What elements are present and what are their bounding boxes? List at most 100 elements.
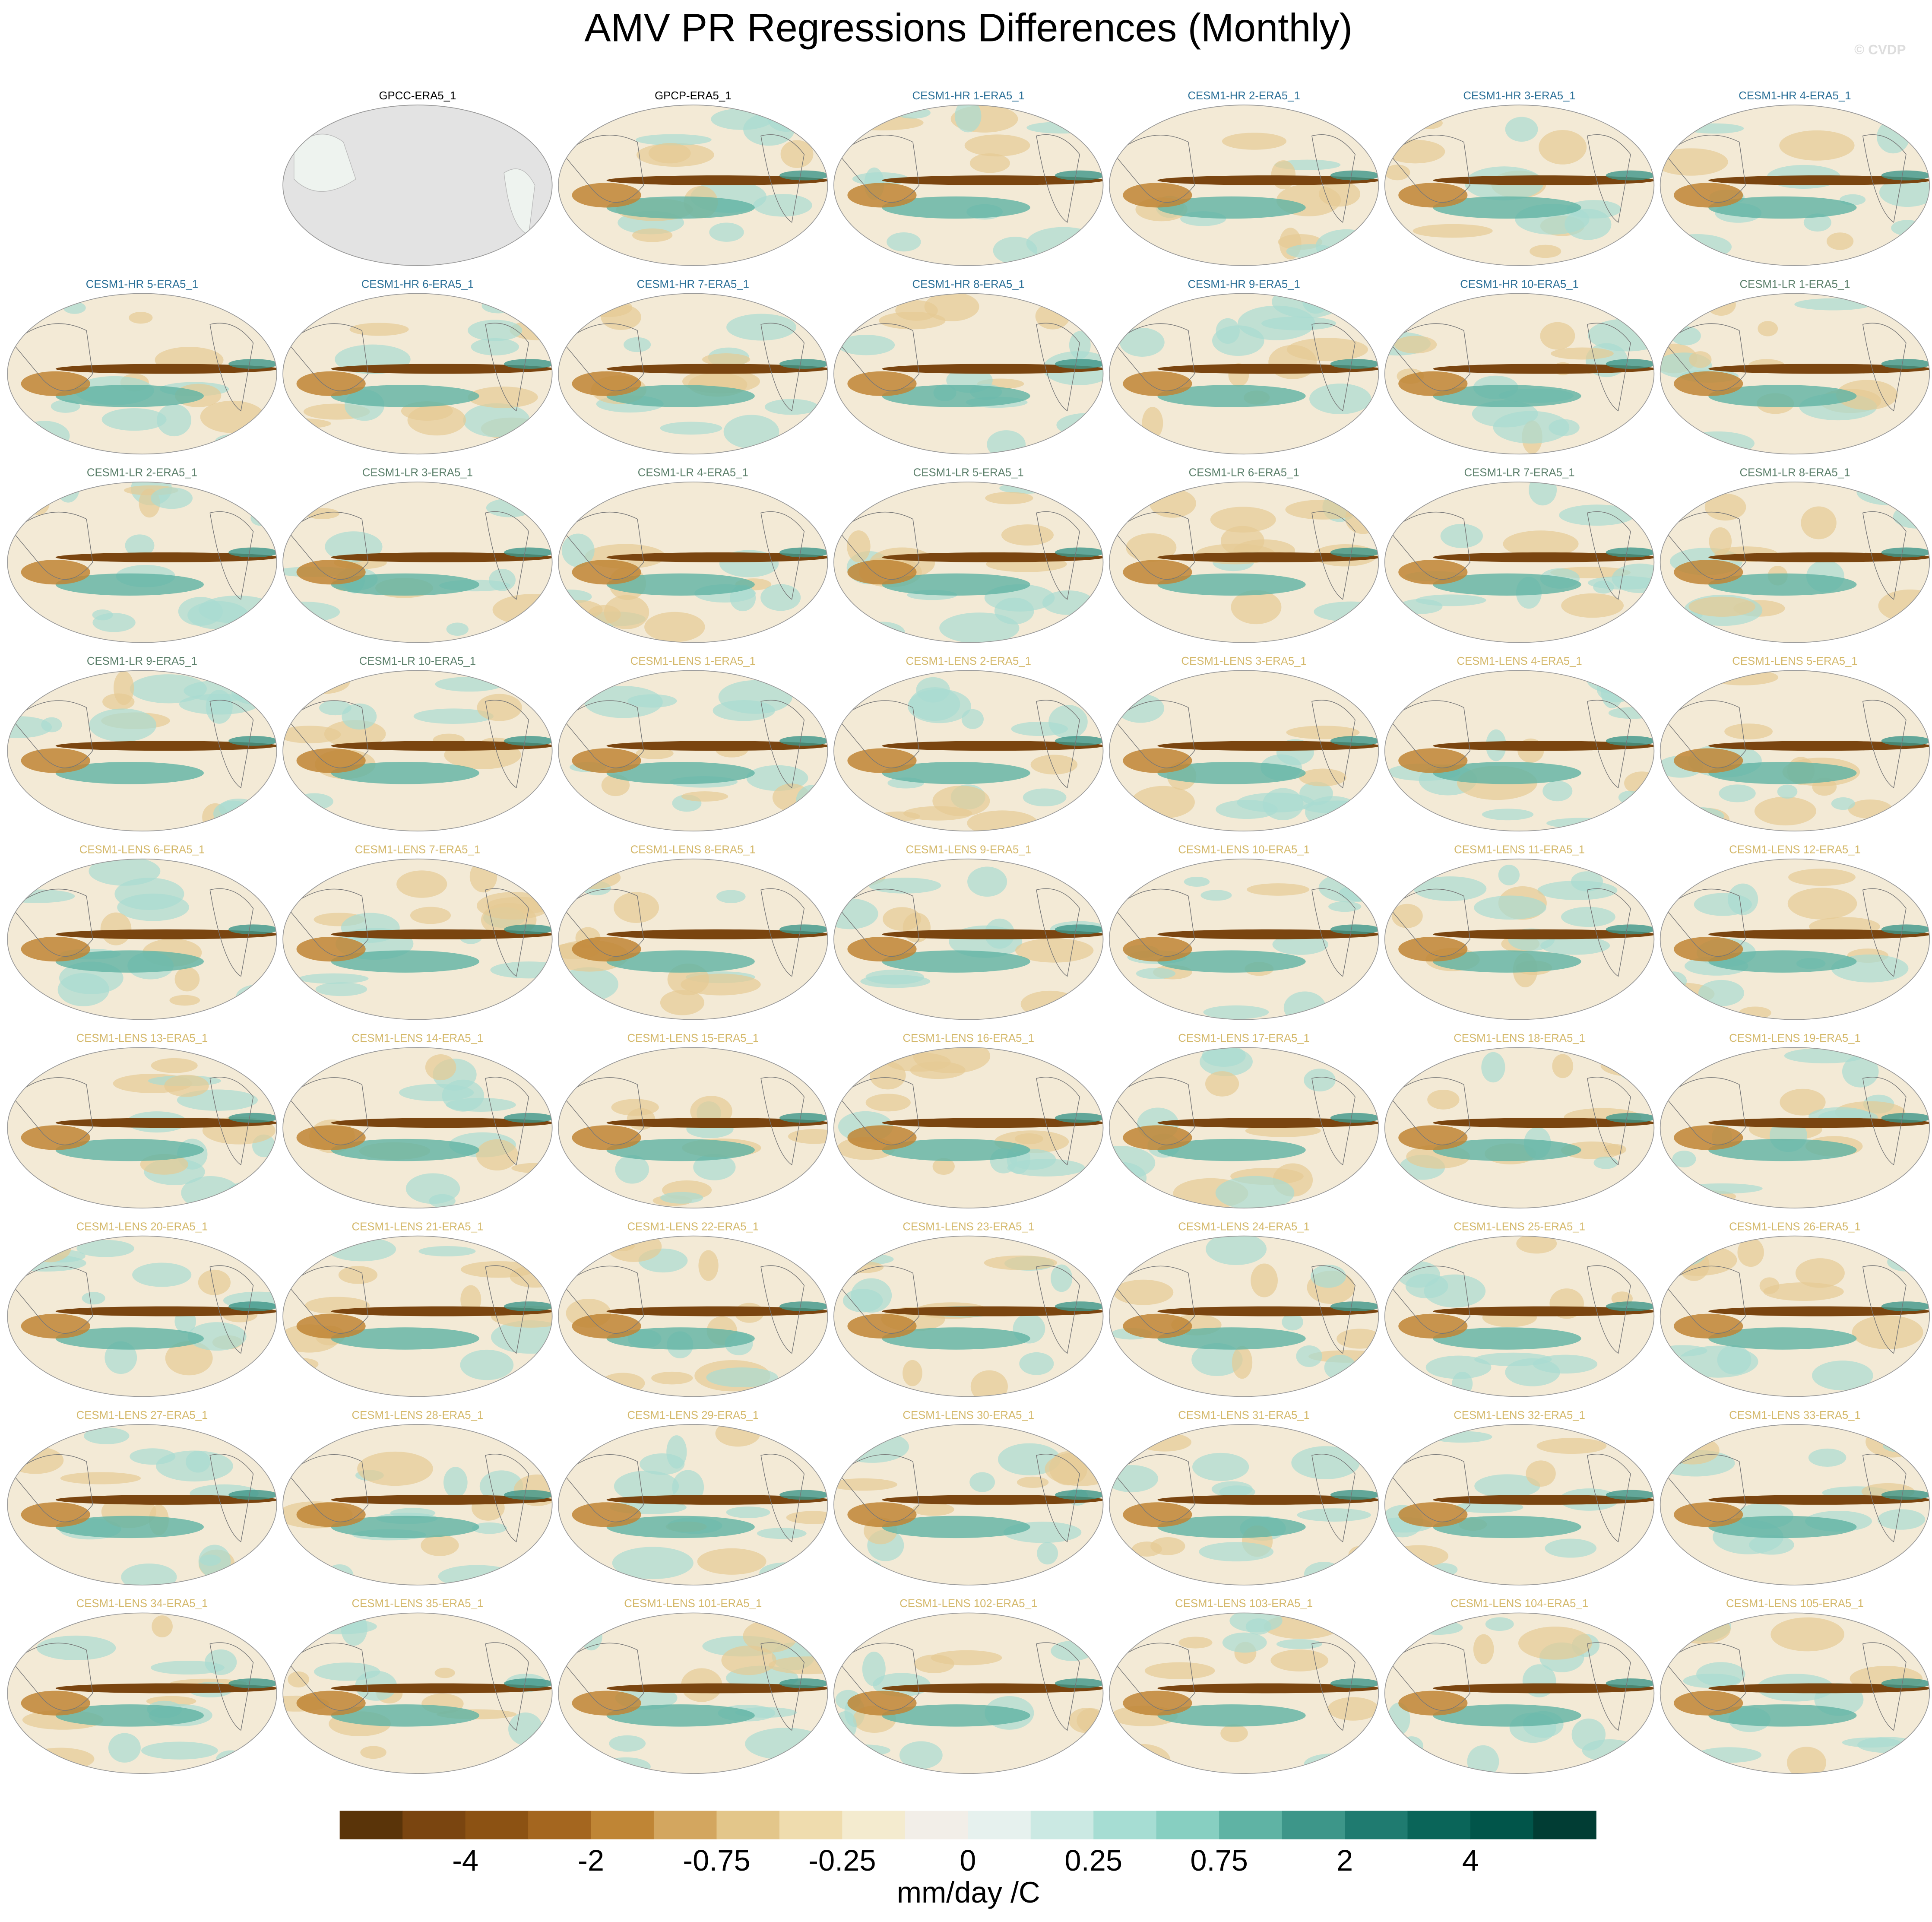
map-panel (7, 1047, 277, 1208)
map-band (504, 736, 552, 746)
map-blob (1304, 1069, 1336, 1091)
map-band (847, 1125, 917, 1150)
map-blob (851, 1278, 892, 1313)
map-band (1708, 1683, 1930, 1694)
map-band (55, 1683, 277, 1694)
map-band (1157, 1704, 1306, 1727)
map-blob (1682, 1183, 1763, 1194)
map-band (1123, 936, 1192, 962)
map-blob (1077, 1708, 1103, 1733)
map-band (1398, 560, 1468, 585)
map-blob (1485, 1617, 1514, 1631)
map-blob (1552, 1054, 1574, 1078)
coastline (1114, 700, 1356, 789)
map-panel (558, 293, 828, 455)
map-blob (1559, 504, 1635, 526)
map-blob (1427, 1090, 1460, 1110)
colorbar-tick-label: 0.75 (1190, 1844, 1248, 1877)
coastline (287, 888, 529, 977)
map-outline (1384, 482, 1655, 643)
map-panel (1384, 1612, 1655, 1774)
coastline (1665, 134, 1907, 223)
map-band (572, 1502, 641, 1527)
map-blob (26, 1748, 95, 1770)
map-blob (1231, 590, 1282, 625)
map-band (21, 371, 90, 396)
map-blob (1286, 338, 1368, 362)
map-blob (833, 898, 878, 929)
map-band (882, 1495, 1103, 1505)
map-blob (489, 568, 516, 591)
map-panel (1384, 1424, 1655, 1586)
map-band (779, 1301, 828, 1312)
map-field (7, 859, 277, 1020)
panel-title: CESM1-HR 2-ERA5_1 (1188, 90, 1300, 102)
map-blob (121, 1564, 177, 1585)
map-band (21, 1690, 90, 1716)
map-outline (833, 670, 1104, 831)
map-blob (1596, 676, 1637, 703)
map-panel (1109, 1047, 1379, 1208)
map-blob (660, 422, 722, 435)
map-blob (418, 1246, 476, 1256)
panel-title: CESM1-LENS 25-ERA5_1 (1454, 1221, 1585, 1233)
map-blob (1883, 1440, 1923, 1453)
map-blob (360, 1746, 386, 1759)
map-blob (396, 870, 447, 898)
map-field (1660, 1047, 1930, 1208)
map-field (833, 670, 1103, 831)
coastline (1389, 323, 1631, 412)
map-outline (282, 858, 553, 1020)
map-blob (1662, 234, 1732, 260)
map-blob (912, 1503, 954, 1516)
map-band (1433, 1704, 1581, 1727)
map-panel (833, 1235, 1104, 1397)
map-blob (1413, 224, 1493, 238)
map-field (1384, 670, 1654, 831)
map-outline (558, 1235, 828, 1397)
map-blob (1779, 130, 1855, 161)
map-blob (1794, 298, 1872, 311)
map-blob (1474, 1474, 1540, 1498)
map-panel (7, 670, 277, 831)
map-band (882, 1327, 1030, 1350)
panel-title: CESM1-LR 2-ERA5_1 (87, 467, 197, 479)
panel-title: CESM1-HR 8-ERA5_1 (912, 278, 1025, 290)
map-blob (1724, 723, 1773, 739)
map-blob (1178, 1637, 1213, 1649)
map-blob (490, 961, 552, 979)
map-band (1157, 950, 1306, 973)
map-band (1606, 736, 1654, 746)
map-blob (1679, 1249, 1710, 1281)
map-band (1708, 1327, 1857, 1350)
map-blob (706, 1367, 778, 1388)
colorbar-tick-label: -4 (452, 1844, 478, 1877)
map-blob (1051, 1641, 1093, 1661)
coastline (1665, 700, 1907, 789)
map-blob (558, 600, 603, 619)
map-blob (1192, 1453, 1249, 1481)
map-band (882, 761, 1030, 784)
map-band (779, 359, 828, 369)
colorbar-box (1156, 1811, 1219, 1840)
map-blob (169, 995, 200, 1006)
map-blob (1482, 809, 1534, 821)
map-band (847, 936, 917, 962)
colorbar-box (716, 1811, 780, 1840)
map-band (1123, 1125, 1192, 1150)
map-blob (468, 320, 523, 341)
map-blob (1877, 120, 1910, 154)
map-blob (463, 403, 530, 438)
coastline (12, 888, 254, 977)
coastline (1114, 134, 1356, 223)
map-panel (558, 482, 828, 643)
coastline (838, 1265, 1080, 1354)
map-blob (469, 860, 497, 893)
map-band (1606, 1301, 1654, 1312)
map-band (1433, 1683, 1654, 1694)
map-blob (627, 694, 677, 708)
map-band (606, 364, 828, 374)
map-blob (709, 222, 744, 242)
map-blob (1297, 1508, 1371, 1522)
